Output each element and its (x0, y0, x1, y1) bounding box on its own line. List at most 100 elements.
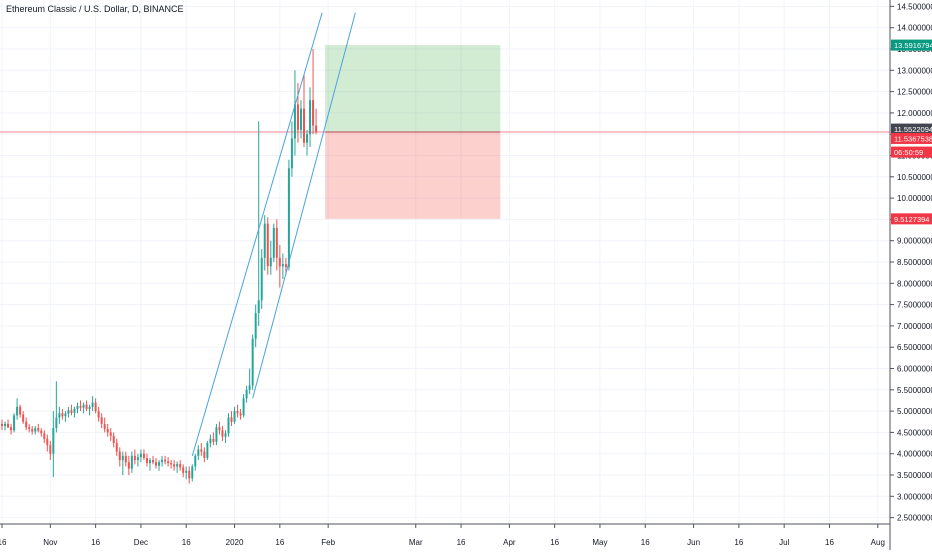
candle-body (227, 417, 230, 434)
price-label-bg (891, 132, 932, 144)
candle-body (306, 134, 309, 143)
y-tick-label: 13.0000000 (897, 66, 932, 75)
chart-title: Ethereum Classic / U.S. Dollar, D, BINAN… (6, 4, 184, 14)
x-tick-label: Jul (779, 538, 789, 547)
time-axis[interactable]: 16 Nov 16 Dec 16 2020 16 Feb Mar 16 Apr 16 May 16 Jun 1… (0, 523, 890, 547)
candle-body (312, 100, 315, 126)
x-tick-label: Apr (503, 538, 516, 547)
candle-body (299, 108, 302, 130)
candle-body (170, 463, 173, 465)
candle-body (67, 410, 70, 414)
candle-body (315, 125, 318, 133)
position-loss-zone (325, 131, 501, 219)
trend-channel[interactable] (191, 12, 356, 456)
candle-body (309, 100, 312, 135)
candle-body (4, 423, 7, 427)
y-tick-label: 9.0000000 (897, 237, 932, 246)
price-label-bg (891, 123, 932, 135)
y-tick-label: 6.5000000 (897, 343, 932, 352)
candle-body (16, 406, 19, 416)
candle-body (260, 257, 263, 301)
x-tick-label: May (592, 538, 607, 547)
candle-body (61, 413, 64, 417)
candle-body (164, 459, 167, 462)
candle-body (263, 223, 266, 258)
candle-body (278, 257, 281, 267)
candle-body (245, 389, 248, 399)
candle-body (269, 257, 272, 267)
candle-body (148, 460, 151, 464)
channel-line (252, 12, 356, 399)
candle-body (52, 428, 55, 454)
x-tick-label: 16 (275, 538, 284, 547)
candle-body (7, 423, 10, 428)
candle-body (303, 108, 305, 143)
candles (1, 48, 318, 484)
price-label: 13.5916794 (894, 41, 932, 50)
candle-body (91, 402, 94, 407)
y-tick-label: 12.5000000 (897, 88, 932, 97)
price-label-bg (891, 213, 932, 225)
candle-body (152, 460, 154, 463)
y-tick-label: 7.0000000 (897, 322, 932, 331)
candle-body (218, 427, 221, 431)
position-tool[interactable] (325, 45, 501, 219)
y-tick-label: 6.0000000 (897, 365, 932, 374)
x-tick-label: 16 (182, 538, 191, 547)
candle-body (200, 449, 203, 452)
candle-body (127, 462, 130, 469)
candle-body (112, 435, 115, 444)
candle-body (94, 402, 97, 412)
candle-body (139, 453, 142, 458)
y-tick-label: 4.0000000 (897, 450, 932, 459)
candle-body (221, 430, 224, 437)
x-tick-label: 16 (734, 538, 743, 547)
candle-body (121, 455, 124, 461)
price-label-bg (891, 146, 932, 158)
candle-body (239, 413, 242, 416)
x-tick-label: 16 (91, 538, 100, 547)
candle-body (203, 451, 206, 458)
candle-body (251, 338, 254, 386)
candle-body (55, 417, 58, 429)
candle-body (115, 443, 118, 452)
candle-body (130, 455, 133, 469)
candle-body (19, 406, 22, 415)
y-tick-label: 14.0000000 (897, 24, 932, 33)
x-tick-label: 16 (0, 538, 7, 547)
candle-body (194, 455, 197, 467)
x-tick-label: 16 (550, 538, 559, 547)
price-label: 11.5367538 (894, 134, 932, 143)
candle-body (1, 423, 3, 427)
candle-body (197, 449, 200, 456)
candle-body (215, 427, 218, 442)
candle-body (34, 428, 37, 432)
price-axis[interactable]: 2.5000000 3.0000000 3.5000000 4.0000000 4.50… (889, 0, 932, 550)
candle-body (22, 414, 25, 422)
candle-body (233, 411, 236, 422)
y-tick-label: 14.5000000 (897, 2, 932, 11)
y-tick-label: 7.5000000 (897, 301, 932, 310)
y-tick-label: 5.5000000 (897, 386, 932, 395)
candle-body (145, 457, 148, 464)
y-tick-label: 8.0000000 (897, 279, 932, 288)
candle-body (230, 417, 233, 422)
x-tick-label: Aug (871, 538, 885, 547)
price-label-bg (891, 39, 932, 51)
price-label: 9.5127394 (894, 215, 929, 224)
candle-body (248, 385, 251, 390)
x-tick-label: Mar (409, 538, 423, 547)
y-tick-label: 12.0000000 (897, 109, 932, 118)
candle-body (70, 410, 73, 413)
price-label: 11.5522094 (894, 125, 932, 134)
price-label: 06:50:59 (894, 148, 923, 157)
x-tick-label: Feb (321, 538, 335, 547)
candle-body (40, 430, 43, 434)
candle-body (136, 457, 139, 461)
candle-body (290, 138, 293, 169)
candle-body (188, 470, 191, 479)
candle-body (10, 427, 13, 431)
